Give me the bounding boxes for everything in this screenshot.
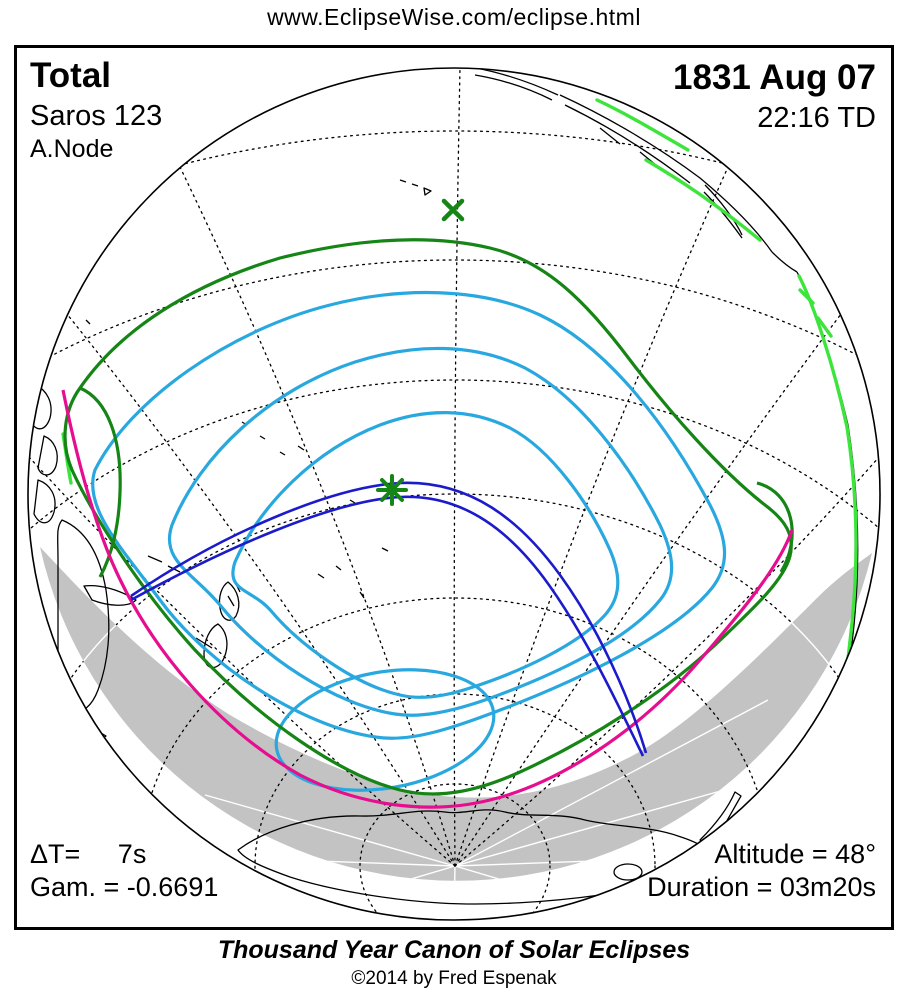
canon-title: Thousand Year Canon of Solar Eclipses xyxy=(217,936,691,964)
copyright: ©2014 by Fred Espenak xyxy=(351,968,557,989)
eclipse-type-label: Total xyxy=(30,56,112,95)
saros-label: Saros 123 xyxy=(30,99,163,132)
gamma-value: Gam. = -0.6691 xyxy=(30,871,219,902)
greatest-eclipse-marker xyxy=(376,474,408,506)
magnitude-curves xyxy=(91,290,727,792)
eclipse-date: 1831 Aug 07 xyxy=(673,58,876,97)
altitude-value: Altitude = 48° xyxy=(714,839,876,869)
night-graticule xyxy=(40,547,872,881)
duration-value: Duration = 03m20s xyxy=(647,871,876,902)
sunrise-sunset-curve xyxy=(61,389,794,809)
node-label: A.Node xyxy=(30,135,114,163)
umbral-path xyxy=(130,481,648,757)
eclipse-info-top-left: Total Saros 123 A.Node xyxy=(30,54,162,165)
eclipse-globe-map xyxy=(27,67,881,921)
delta-t-value: ΔT= 7s xyxy=(30,839,147,869)
eclipse-time: 22:16 TD xyxy=(757,101,876,134)
eclipse-info-bottom-left: ΔT= 7s Gam. = -0.6691 xyxy=(30,838,218,904)
subsolar-marker xyxy=(441,198,465,222)
eclipse-info-bottom-right: Altitude = 48° Duration = 03m20s xyxy=(647,838,876,904)
eclipse-info-top-right: 1831 Aug 07 22:16 TD xyxy=(673,56,876,136)
globe-limb xyxy=(27,67,881,921)
page-url-header: www.EclipseWise.com/eclipse.html xyxy=(267,4,641,30)
night-shading xyxy=(40,547,872,881)
penumbral-limit-curve xyxy=(63,238,794,796)
